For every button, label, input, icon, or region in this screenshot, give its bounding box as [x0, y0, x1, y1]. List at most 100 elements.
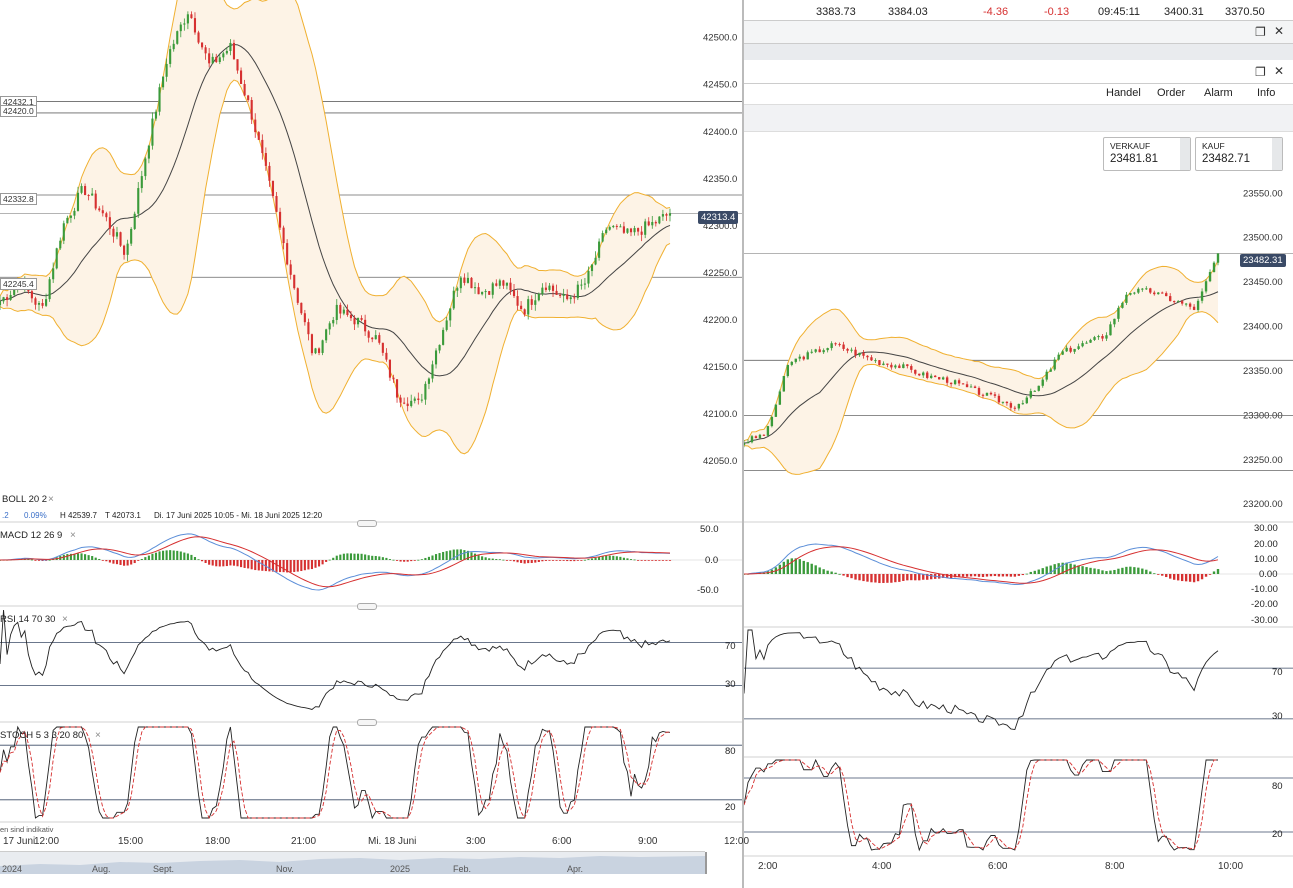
macd-histogram-bar — [520, 560, 523, 563]
close-icon[interactable]: ✕ — [1274, 24, 1285, 38]
hline-label-2[interactable]: 42420.0 — [0, 105, 37, 117]
macd-histogram-bar — [48, 559, 51, 561]
right-price-chart[interactable]: 23200.00 23250.00 23300.00 23350.00 23400.00… — [744, 0, 1293, 888]
candle-body — [491, 283, 494, 295]
candle-body — [278, 211, 282, 228]
info-a: .2 — [2, 511, 9, 520]
stoch-close-icon[interactable]: × — [95, 730, 101, 741]
candle-body — [449, 308, 452, 321]
macd-histogram-bar — [356, 553, 360, 560]
macd-histogram-bar — [1005, 574, 1009, 577]
candle-body — [1089, 339, 1092, 343]
macd-histogram-bar — [1180, 574, 1184, 582]
candle-body — [640, 231, 643, 235]
macd-histogram-bar — [997, 574, 1001, 577]
candle-body — [910, 366, 913, 370]
menu-alarm[interactable]: Alarm — [1204, 87, 1233, 99]
macd-histogram-bar — [622, 557, 625, 560]
right-stoch-tick-20: 20 — [1272, 829, 1283, 840]
navigator-handle[interactable] — [705, 852, 707, 874]
candle-body — [1105, 335, 1108, 339]
candle-body — [353, 318, 356, 325]
maximize-icon-2[interactable]: ❐ — [1255, 65, 1266, 79]
macd-histogram-bar — [183, 552, 186, 560]
hline-label-3[interactable]: 42332.8 — [0, 193, 37, 205]
macd-histogram-bar — [1033, 570, 1036, 574]
pane-resize-handle-2[interactable] — [357, 603, 377, 610]
candle-body — [973, 386, 977, 389]
macd-histogram-bar — [910, 574, 913, 581]
quote-change: -4.36 — [983, 6, 1009, 18]
macd-histogram-bar — [566, 560, 569, 562]
left-time-label-2: 15:00 — [118, 836, 144, 847]
close-icon-2[interactable]: ✕ — [1274, 64, 1285, 78]
macd-histogram-bar — [826, 570, 829, 574]
candle-body — [445, 320, 448, 330]
candle-body — [1121, 302, 1124, 308]
right-stoch-tick-80: 80 — [1272, 781, 1283, 792]
bollinger-lower-line — [744, 311, 1219, 475]
macd-close-icon[interactable]: × — [70, 530, 76, 541]
right-rsi-tick-70: 70 — [1272, 667, 1283, 678]
candle-body — [754, 436, 758, 439]
candle-body — [810, 351, 813, 353]
rsi-close-icon[interactable]: × — [62, 614, 68, 625]
left-macd-tick-50: 50.0 — [700, 524, 719, 535]
candle-body — [838, 344, 841, 346]
candle-body — [45, 299, 48, 306]
left-chart-window: 42050.0 42100.0 42150.0 42200.0 42250.0 42300… — [0, 0, 749, 888]
candle-body — [158, 87, 161, 112]
left-price-chart[interactable]: 42050.0 42100.0 42150.0 42200.0 42250.0 42300… — [0, 0, 742, 888]
buy-box[interactable]: KAUF 23482.71 — [1195, 137, 1283, 171]
candle-body — [427, 378, 430, 384]
macd-histogram-bar — [802, 560, 805, 574]
macd-histogram-bar — [215, 560, 218, 567]
menu-handel[interactable]: Handel — [1106, 87, 1141, 99]
macd-histogram-bar — [587, 559, 590, 560]
pane-resize-handle-1[interactable] — [357, 520, 377, 527]
candle-body — [101, 210, 104, 214]
candle-body — [211, 56, 214, 64]
right-macd-tick-2: 10.00 — [1254, 554, 1278, 565]
menu-order[interactable]: Order — [1157, 87, 1186, 99]
macd-histogram-bar — [878, 574, 881, 584]
info-range: Di. 17 Juni 2025 10:05 - Mi. 18 Juni 202… — [154, 511, 323, 520]
candle-body — [1176, 301, 1180, 303]
macd-histogram-bar — [890, 574, 893, 583]
macd-histogram-bar — [218, 560, 221, 567]
toolbar-strip — [744, 104, 1293, 132]
macd-histogram-bar — [1117, 568, 1120, 574]
macd-histogram-bar — [1093, 568, 1096, 574]
maximize-icon[interactable]: ❐ — [1255, 25, 1266, 39]
candle-body — [1141, 288, 1144, 290]
left-time-label-6: 3:00 — [466, 836, 486, 847]
macd-histogram-bar — [449, 550, 452, 560]
candle-body — [332, 319, 335, 324]
candle-body — [555, 290, 558, 295]
macd-histogram-bar — [922, 574, 925, 580]
candle-body — [949, 382, 953, 385]
candle-body — [431, 364, 434, 379]
candle-body — [193, 18, 197, 33]
macd-histogram-bar — [275, 560, 278, 572]
candle-body — [399, 397, 402, 403]
menu-info[interactable]: Info — [1257, 87, 1276, 99]
candle-body — [744, 443, 746, 445]
candle-body — [115, 232, 119, 237]
sell-box[interactable]: VERKAUF 23481.81 — [1103, 137, 1191, 171]
macd-histogram-bar — [364, 554, 367, 560]
boll-close-icon[interactable]: × — [48, 494, 54, 505]
hline-label-4[interactable]: 42245.4 — [0, 278, 37, 290]
macd-histogram-bar — [1184, 574, 1188, 582]
macd-histogram-bar — [509, 560, 512, 561]
pane-resize-handle-3[interactable] — [357, 719, 377, 726]
candle-body — [286, 243, 289, 265]
navigator-bar[interactable]: 2024 Aug. Sept. Nov. 2025 Feb. Apr. — [0, 851, 707, 874]
candle-body — [484, 291, 487, 293]
candle-body — [247, 95, 250, 100]
macd-histogram-bar — [360, 553, 363, 560]
macd-histogram-bar — [491, 558, 494, 560]
candle-body — [658, 216, 661, 224]
macd-histogram-bar — [562, 560, 565, 561]
macd-histogram-bar — [477, 555, 480, 560]
